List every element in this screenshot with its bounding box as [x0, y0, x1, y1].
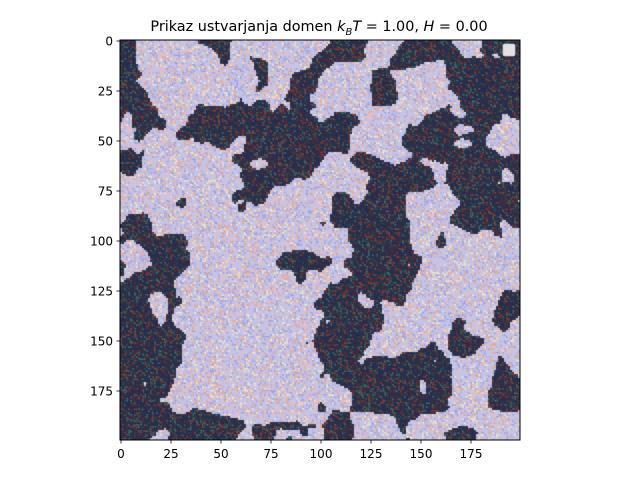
x-tick-label: 50 [213, 447, 228, 461]
y-tick-label: 150 [90, 335, 113, 349]
domain-heatmap [120, 40, 520, 440]
legend-box [502, 43, 516, 57]
chart-title-main: Prikaz ustvarjanja domen [150, 19, 332, 35]
y-tick-label: 0 [105, 35, 113, 49]
title-eq1: = 1.00, [361, 19, 423, 35]
x-tick-label: 150 [410, 447, 433, 461]
x-axis: 0 25 50 75 100 125 150 175 [117, 440, 482, 461]
x-tick-label: 125 [360, 447, 383, 461]
y-tick-label: 125 [90, 285, 113, 299]
title-h: H [424, 19, 435, 35]
x-tick-label: 175 [460, 447, 483, 461]
y-axis: 0 25 50 75 100 125 150 175 [90, 35, 120, 399]
chart-title: Prikaz ustvarjanja domen kBT = 1.00, H =… [150, 19, 487, 38]
x-tick-label: 25 [163, 447, 178, 461]
title-sub-b: B [345, 27, 352, 38]
x-tick-label: 0 [117, 447, 125, 461]
x-tick-label: 100 [310, 447, 333, 461]
title-eq2: = 0.00 [434, 19, 487, 35]
y-tick-label: 50 [98, 135, 113, 149]
spin-lattice-image [120, 40, 520, 440]
y-tick-label: 75 [98, 185, 113, 199]
title-t: T [352, 19, 362, 35]
y-tick-label: 100 [90, 235, 113, 249]
y-tick-label: 175 [90, 385, 113, 399]
title-k: k [337, 19, 346, 35]
axes-frame [119, 39, 521, 441]
x-tick-label: 75 [263, 447, 278, 461]
y-tick-label: 25 [98, 85, 113, 99]
